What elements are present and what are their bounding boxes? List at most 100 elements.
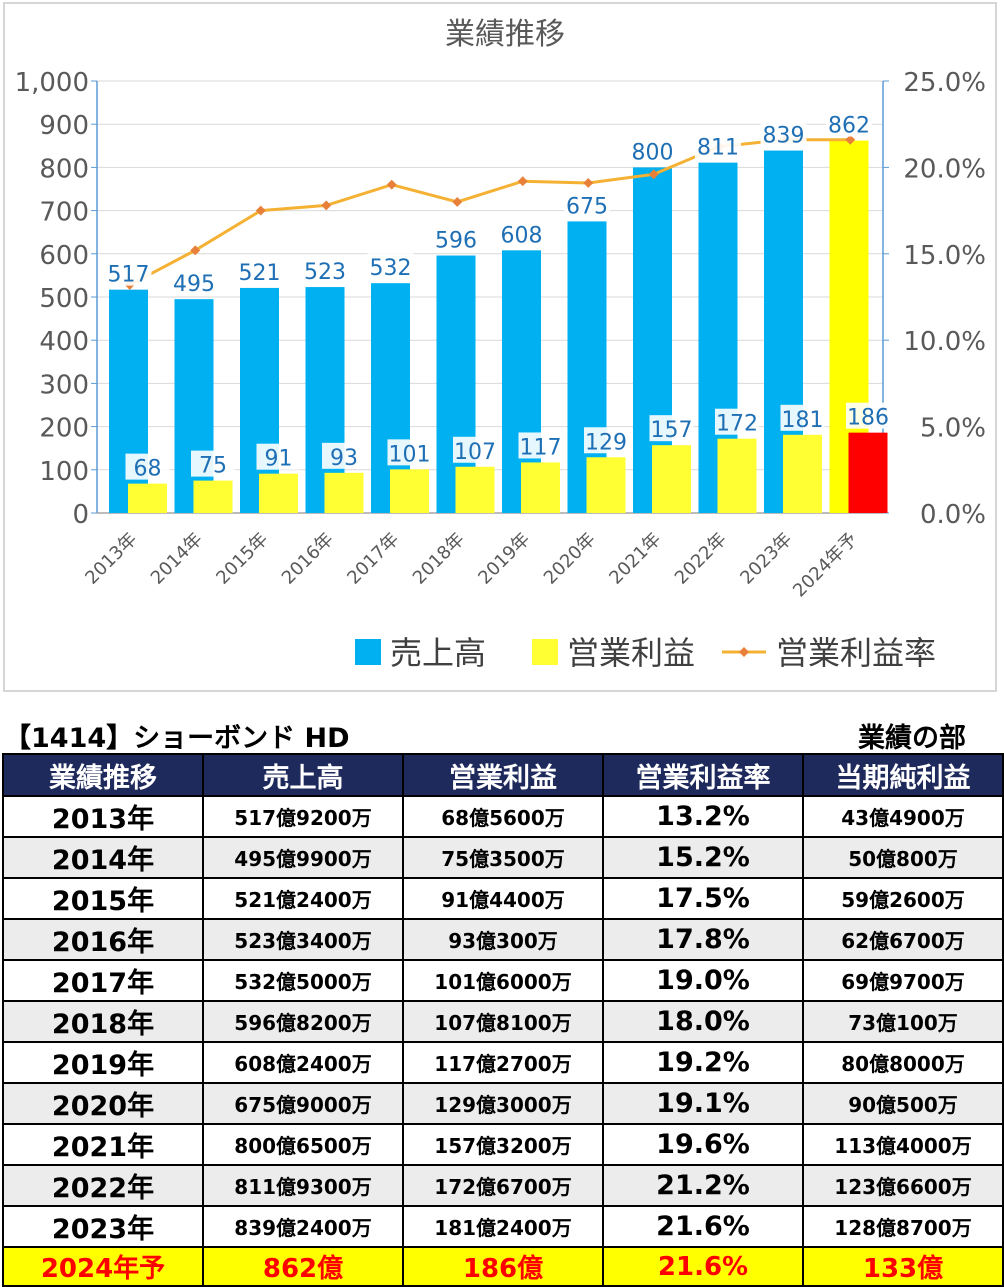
operating-profit-bar	[128, 483, 167, 513]
cell-sales: 675億9000万	[202, 1082, 404, 1125]
cell-sales: 800億6500万	[202, 1123, 404, 1166]
cell-operating-profit: 91億4400万	[402, 877, 604, 920]
cell-operating-profit: 75億3500万	[402, 836, 604, 879]
cell-operating-profit: 181億2400万	[402, 1205, 604, 1248]
left-axis-tick-label: 500	[39, 284, 89, 314]
operating-margin-point	[648, 169, 659, 180]
sales-data-label: 532	[370, 256, 412, 281]
cell-period: 2016年	[2, 918, 204, 961]
table-row: 2018年 596億8200万 107億8100万 18.0% 73億100万	[2, 1000, 1004, 1043]
operating-profit-bar	[390, 469, 429, 513]
left-axis-tick-label: 1,000	[15, 68, 89, 98]
right-axis-tick-label: 5.0%	[920, 414, 986, 444]
cell-operating-margin: 17.8%	[602, 918, 804, 961]
operating-profit-bar	[783, 434, 822, 513]
operating-profit-data-label: 91	[265, 447, 293, 472]
sales-data-label: 596	[435, 229, 477, 254]
operating-profit-bar	[193, 480, 233, 513]
sales-data-label: 675	[566, 194, 608, 219]
cell-period: 2013年	[2, 795, 204, 838]
op-label-bg	[453, 436, 497, 463]
right-axis-tick-label: 10.0%	[903, 327, 986, 357]
operating-profit-data-label: 93	[330, 446, 358, 471]
cell-net-income: 43億4900万	[802, 795, 1004, 838]
sales-label-bg	[302, 257, 348, 284]
category-tick-label: 2019年	[474, 529, 534, 589]
operating-margin-point	[452, 197, 463, 207]
cell-period: 2015年	[2, 877, 204, 920]
cell-period: 2024年予	[2, 1246, 204, 1287]
performance-chart: 業績推移 0 100 200 300 400 500 600 700 800 900 1,000 0.0…	[15, 17, 986, 672]
cell-operating-margin: 21.6%	[602, 1246, 804, 1287]
operating-profit-data-label: 68	[134, 457, 162, 482]
left-axis-tick-label: 100	[39, 457, 89, 487]
op-label-bg	[780, 404, 825, 431]
operating-profit-bar	[717, 438, 757, 513]
cell-operating-profit: 129億3000万	[402, 1082, 604, 1125]
cell-period: 2017年	[2, 959, 204, 1002]
cell-operating-profit: 157億3200万	[402, 1123, 604, 1166]
cell-operating-margin: 21.2%	[602, 1164, 804, 1207]
sales-label-bg	[433, 225, 479, 252]
left-axis-tick-label: 300	[39, 370, 89, 400]
cell-operating-profit: 117億2700万	[402, 1041, 604, 1084]
sales-label-bg	[760, 120, 807, 147]
cell-operating-profit: 93億300万	[402, 918, 604, 961]
cell-net-income: 90億500万	[802, 1082, 1004, 1125]
op-label-bg	[649, 415, 694, 442]
op-label-bg	[387, 439, 432, 466]
op-label-bg	[846, 402, 890, 429]
operating-profit-data-label: 186	[847, 406, 889, 431]
sales-label-bg	[498, 220, 545, 247]
table-row: 2021年 800億6500万 157億3200万 19.6% 113億4000万	[2, 1123, 1004, 1166]
cell-net-income: 113億4000万	[802, 1123, 1004, 1166]
table-row: 2016年 523億3400万 93億300万 17.8% 62億6700万	[2, 918, 1004, 961]
operating-margin-point	[321, 200, 332, 211]
cell-operating-margin: 21.6%	[602, 1205, 804, 1248]
sales-label-bg	[629, 137, 676, 164]
cell-net-income: 123億6600万	[802, 1164, 1004, 1207]
op-label-bg	[322, 442, 366, 469]
cell-period: 2020年	[2, 1082, 204, 1125]
sales-label-bg	[105, 259, 152, 286]
sales-data-label: 811	[697, 136, 739, 161]
cell-period: 2014年	[2, 836, 204, 879]
sales-data-label: 521	[239, 261, 281, 286]
cell-period: 2019年	[2, 1041, 204, 1084]
table-row: 2023年 839億2400万 181億2400万 21.6% 128億8700万	[2, 1205, 1004, 1248]
cell-sales: 608億2400万	[202, 1041, 404, 1084]
category-tick-label: 2017年	[343, 529, 403, 589]
operating-profit-data-label: 75	[199, 454, 227, 479]
category-tick-label: 2021年	[605, 529, 665, 589]
cell-sales: 495億9900万	[202, 836, 404, 879]
sales-data-label: 800	[632, 140, 674, 165]
right-axis-tick-label: 15.0%	[903, 241, 986, 271]
cell-sales: 839億2400万	[202, 1205, 404, 1248]
operating-margin-point	[386, 179, 397, 190]
right-axis-tick-label: 20.0%	[903, 154, 986, 184]
sales-bar	[174, 299, 214, 513]
cell-sales: 521億2400万	[202, 877, 404, 920]
legend-label-operating-profit: 営業利益	[567, 634, 695, 672]
category-tick-label: 2018年	[409, 529, 469, 589]
legend-marker-operating-margin	[739, 647, 749, 657]
cell-operating-profit: 107億8100万	[402, 1000, 604, 1043]
header-operating-margin: 営業利益率	[602, 753, 804, 797]
cell-operating-margin: 15.2%	[602, 836, 804, 879]
right-axis-tick-label: 0.0%	[920, 500, 986, 530]
operating-margin-point	[583, 178, 594, 188]
operating-profit-bar	[848, 432, 888, 513]
sales-data-label: 495	[173, 272, 215, 297]
left-axis-tick-label: 800	[39, 154, 89, 184]
op-label-bg	[584, 427, 628, 454]
left-axis-tick-label: 0	[72, 500, 89, 530]
cell-net-income: 133億	[802, 1246, 1004, 1287]
cell-net-income: 62億6700万	[802, 918, 1004, 961]
operating-profit-data-label: 101	[389, 442, 431, 467]
sales-data-label: 517	[108, 263, 150, 288]
category-tick-label: 2023年	[736, 529, 796, 589]
cell-operating-margin: 17.5%	[602, 877, 804, 920]
sales-data-label: 608	[501, 223, 543, 248]
cell-net-income: 80億8000万	[802, 1041, 1004, 1084]
header-sales: 売上高	[202, 753, 404, 797]
